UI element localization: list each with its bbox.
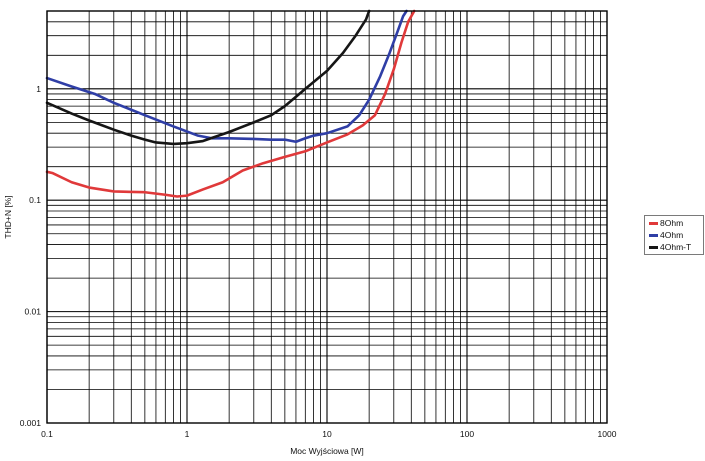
x-axis-label: Moc Wyjściowa [W] xyxy=(290,446,364,456)
y-tick-labels: 0.001 0.01 0.1 1 xyxy=(20,84,42,428)
series-lines xyxy=(45,9,416,198)
legend: 8Ohm 4Ohm 4Ohm-T xyxy=(644,215,704,255)
x-tick-label: 1 xyxy=(185,429,190,439)
x-tick-label: 0.1 xyxy=(41,429,53,439)
y-tick-label: 0.001 xyxy=(20,418,42,428)
y-tick-label: 1 xyxy=(36,84,41,94)
y-tick-label: 0.1 xyxy=(29,195,41,205)
legend-label-8ohm: 8Ohm xyxy=(660,218,684,228)
series-line-4ohm-t xyxy=(45,9,371,146)
y-axis-label: THD+N [%] xyxy=(3,195,13,238)
legend-item-4ohm: 4Ohm xyxy=(649,229,683,241)
legend-swatch-4ohm xyxy=(649,233,658,237)
legend-swatch-8ohm xyxy=(649,221,658,225)
series-line-4ohm xyxy=(45,9,408,144)
legend-item-8ohm: 8Ohm xyxy=(649,217,683,229)
legend-label-4ohm: 4Ohm xyxy=(660,230,684,240)
grid-lines xyxy=(46,10,607,424)
legend-swatch-4ohm-t xyxy=(649,245,658,249)
y-tick-label: 0.01 xyxy=(24,307,41,317)
x-tick-label: 10 xyxy=(322,429,332,439)
plot-frame xyxy=(46,10,608,424)
x-tick-label: 1000 xyxy=(598,429,617,439)
x-tick-label: 100 xyxy=(460,429,474,439)
legend-item-4ohm-t: 4Ohm-T xyxy=(649,241,691,253)
x-tick-labels: 0.1 1 10 100 1000 xyxy=(41,429,617,439)
series-line-8ohm xyxy=(45,9,416,198)
legend-label-4ohm-t: 4Ohm-T xyxy=(660,242,692,252)
